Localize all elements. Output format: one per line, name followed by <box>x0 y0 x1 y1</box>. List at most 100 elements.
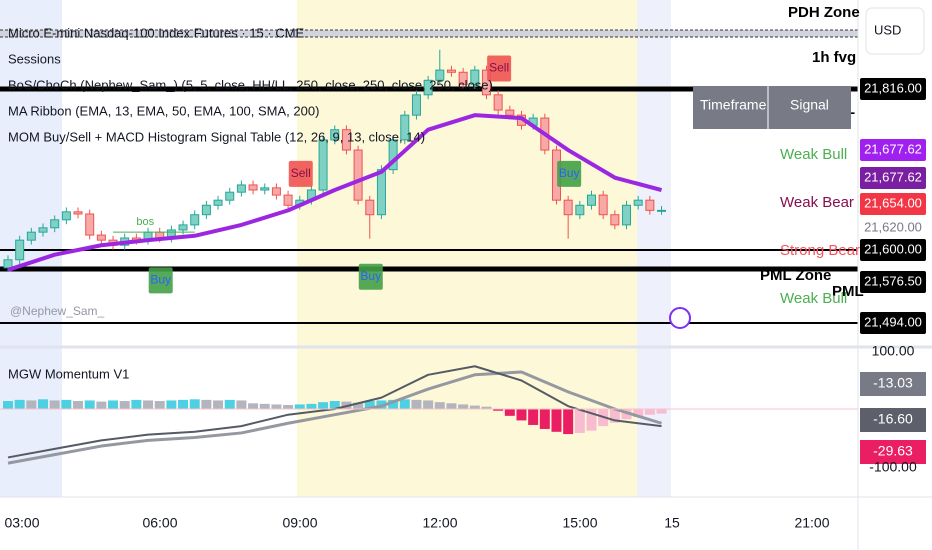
histogram-bar <box>119 401 130 409</box>
histogram-bar <box>364 401 375 409</box>
signal-box <box>557 160 582 187</box>
time-label: 09:00 <box>282 515 317 531</box>
currency: USD <box>874 22 901 37</box>
table-header: Timeframe <box>700 97 767 113</box>
candle-body <box>213 199 223 206</box>
price-label: 21,620.00 <box>864 219 922 234</box>
histogram-bar <box>551 409 562 432</box>
histogram-bar <box>504 409 515 416</box>
histogram-bar <box>84 400 95 409</box>
time-label: 15 <box>664 515 680 531</box>
signal-label: Buy <box>150 273 171 287</box>
candle-body <box>493 94 503 111</box>
histogram-bar <box>213 400 224 409</box>
table-cell: Weak Bear <box>780 194 854 211</box>
histogram-bar <box>166 400 177 409</box>
price-label: 21,677.62 <box>864 141 922 156</box>
candle-body <box>190 214 200 226</box>
zone-label: PML <box>832 283 864 300</box>
candle-body <box>376 169 386 216</box>
price-label-bg <box>860 312 926 334</box>
histogram-bar <box>14 399 25 409</box>
histogram-bar <box>49 400 60 409</box>
candle-body <box>622 204 632 226</box>
candle-body <box>481 69 491 96</box>
histogram-bar <box>143 400 154 409</box>
histogram-bar <box>539 409 550 429</box>
candle-body <box>400 114 410 141</box>
candle-body <box>236 184 246 193</box>
momentum-label: 100.00 <box>872 343 915 359</box>
candle-body <box>458 71 468 86</box>
watermark: @Nephew_Sam_ <box>10 304 105 318</box>
histogram-bar <box>329 401 340 409</box>
histogram-bar <box>189 399 200 409</box>
histogram-bar <box>248 403 259 409</box>
histogram-bar <box>353 402 364 409</box>
momentum-label: -13.03 <box>873 375 913 391</box>
pdh-zone <box>0 30 858 37</box>
candle-body <box>50 219 60 229</box>
time-label: 15:00 <box>562 515 597 531</box>
zone-label: PDH Zone <box>788 4 860 21</box>
price-label: 21,576.50 <box>864 273 922 288</box>
table-cell: Weak Bull <box>780 146 847 163</box>
signal-box <box>288 160 313 187</box>
histogram-bar <box>73 401 84 409</box>
candle-body <box>411 94 421 116</box>
bos-label: bos <box>136 216 154 228</box>
symbol: Micro E-mini Nasdaq-100 Index Futures · … <box>8 25 305 40</box>
signal-box <box>358 263 383 290</box>
zone-label: PML Zone <box>760 267 831 284</box>
histogram-bar <box>609 409 620 423</box>
candle-body <box>365 199 375 216</box>
candle-body <box>435 69 445 81</box>
time-label: 03:00 <box>4 515 39 531</box>
momentum-label-bg <box>860 408 926 432</box>
price-label-bg <box>860 167 926 189</box>
histogram-bar <box>201 399 212 409</box>
table-cell: Weak Bull <box>780 290 847 307</box>
indicator-legend: MA Ribbon (EMA, 13, EMA, 50, EMA, 100, S… <box>8 103 319 118</box>
candle-body <box>96 234 106 241</box>
candle-body <box>26 231 36 241</box>
candle-body <box>178 224 188 231</box>
histogram-bar <box>563 409 574 435</box>
candle-body <box>15 239 25 261</box>
histogram-bar <box>656 409 667 414</box>
candle-body <box>388 139 398 171</box>
candle-body <box>318 139 328 191</box>
histogram-bar <box>224 399 235 409</box>
histogram-bar <box>283 405 294 409</box>
table-cell: Strong Bear <box>780 242 860 259</box>
price-label: 21,494.00 <box>864 314 922 329</box>
histogram-bar <box>318 402 329 409</box>
signal-box <box>148 267 173 294</box>
histogram-bar <box>178 399 189 409</box>
price-label: 21,600.00 <box>864 241 922 256</box>
candle-body <box>657 209 667 212</box>
momentum-label: -100.00 <box>869 459 917 475</box>
histogram-bar <box>528 409 539 425</box>
candle-body <box>260 187 270 191</box>
histogram-bar <box>306 403 317 409</box>
ma-line <box>7 113 663 272</box>
signal-label: Buy <box>559 166 580 180</box>
momentum-label-bg <box>860 440 926 464</box>
candle-body <box>470 69 480 86</box>
histogram-bar <box>481 406 492 409</box>
candle-body <box>61 211 71 221</box>
histogram-bar <box>458 404 469 409</box>
session-asia <box>0 0 62 497</box>
candle-body <box>505 109 515 116</box>
histogram-bar <box>434 402 445 409</box>
candle-body <box>248 184 258 191</box>
replay-icon[interactable] <box>669 307 691 329</box>
histogram-bar <box>3 401 13 409</box>
currency-button[interactable] <box>865 7 925 55</box>
signal-label: Sell <box>291 166 311 180</box>
histogram-bar <box>586 409 597 431</box>
candle-body <box>3 259 13 269</box>
candle-body <box>38 227 48 233</box>
